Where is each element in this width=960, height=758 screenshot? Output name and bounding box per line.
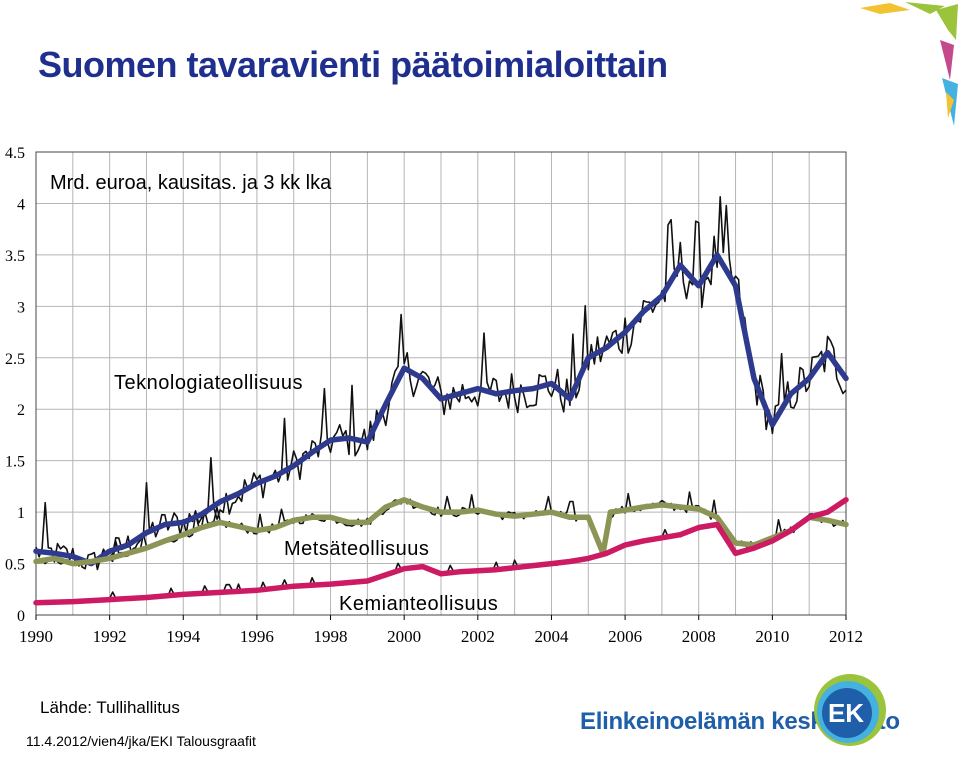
- ek-logo-text: EK: [828, 698, 864, 728]
- y-tick-label: 3.5: [5, 248, 25, 265]
- unit-label: Mrd. euroa, kausitas. ja 3 kk lka: [50, 172, 332, 194]
- line-chart: 00.511.522.533.544.5 1990 1992 1994 1996 199…: [5, 145, 863, 646]
- trend-line-0: [33, 252, 849, 567]
- trend-line-2: [33, 497, 849, 606]
- y-tick-label: 4.5: [5, 145, 25, 162]
- x-tick-label: 2000: [387, 627, 421, 646]
- x-tick-label: 1990: [19, 627, 53, 646]
- series-label-kemianteollisuus: Kemianteollisuus: [339, 593, 498, 615]
- x-tick-label: 1996: [240, 627, 274, 646]
- page-title: Suomen tavaravienti päätoimialoittain: [38, 44, 668, 85]
- x-tick-label: 2006: [608, 627, 642, 646]
- x-tick-label: 1992: [93, 627, 127, 646]
- x-tick-label: 1994: [166, 627, 201, 646]
- ek-logo: EK: [814, 674, 886, 746]
- x-tick-label: 2008: [682, 627, 716, 646]
- x-tick-label: 2010: [755, 627, 789, 646]
- x-tick-label: 2004: [534, 627, 569, 646]
- series-label-metsateollisuus: Metsäteollisuus: [284, 538, 429, 560]
- y-tick-label: 4: [17, 196, 25, 213]
- y-tick-label: 1: [17, 505, 25, 522]
- corner-decoration: [860, 2, 958, 126]
- trend-line-1: [33, 497, 849, 567]
- source-note: Lähde: Tullihallitus: [40, 698, 180, 717]
- y-tick-label: 0: [17, 608, 25, 625]
- y-tick-label: 1.5: [5, 454, 25, 471]
- y-tick-label: 2.5: [5, 351, 25, 368]
- credit-note: 11.4.2012/vien4/jka/EKI Talousgraafit: [26, 733, 256, 749]
- y-tick-label: 3: [17, 299, 25, 316]
- x-axis: 1990 1992 1994 1996 1998 2000 2002 2004 2006 2008…: [19, 615, 863, 646]
- x-tick-label: 2002: [461, 627, 495, 646]
- y-tick-label: 2: [17, 402, 25, 419]
- y-tick-label: 0.5: [5, 557, 25, 574]
- plot-frame: [35, 151, 847, 616]
- y-axis: 0 0.5 1 1.5 2 2.5 3 3.5 4 4.5: [5, 145, 25, 625]
- trend-lines: [33, 252, 849, 606]
- x-tick-label: 1998: [314, 627, 348, 646]
- x-tick-label: 2012: [829, 627, 863, 646]
- series-label-teknologiateollisuus: Teknologiateollisuus: [114, 372, 303, 394]
